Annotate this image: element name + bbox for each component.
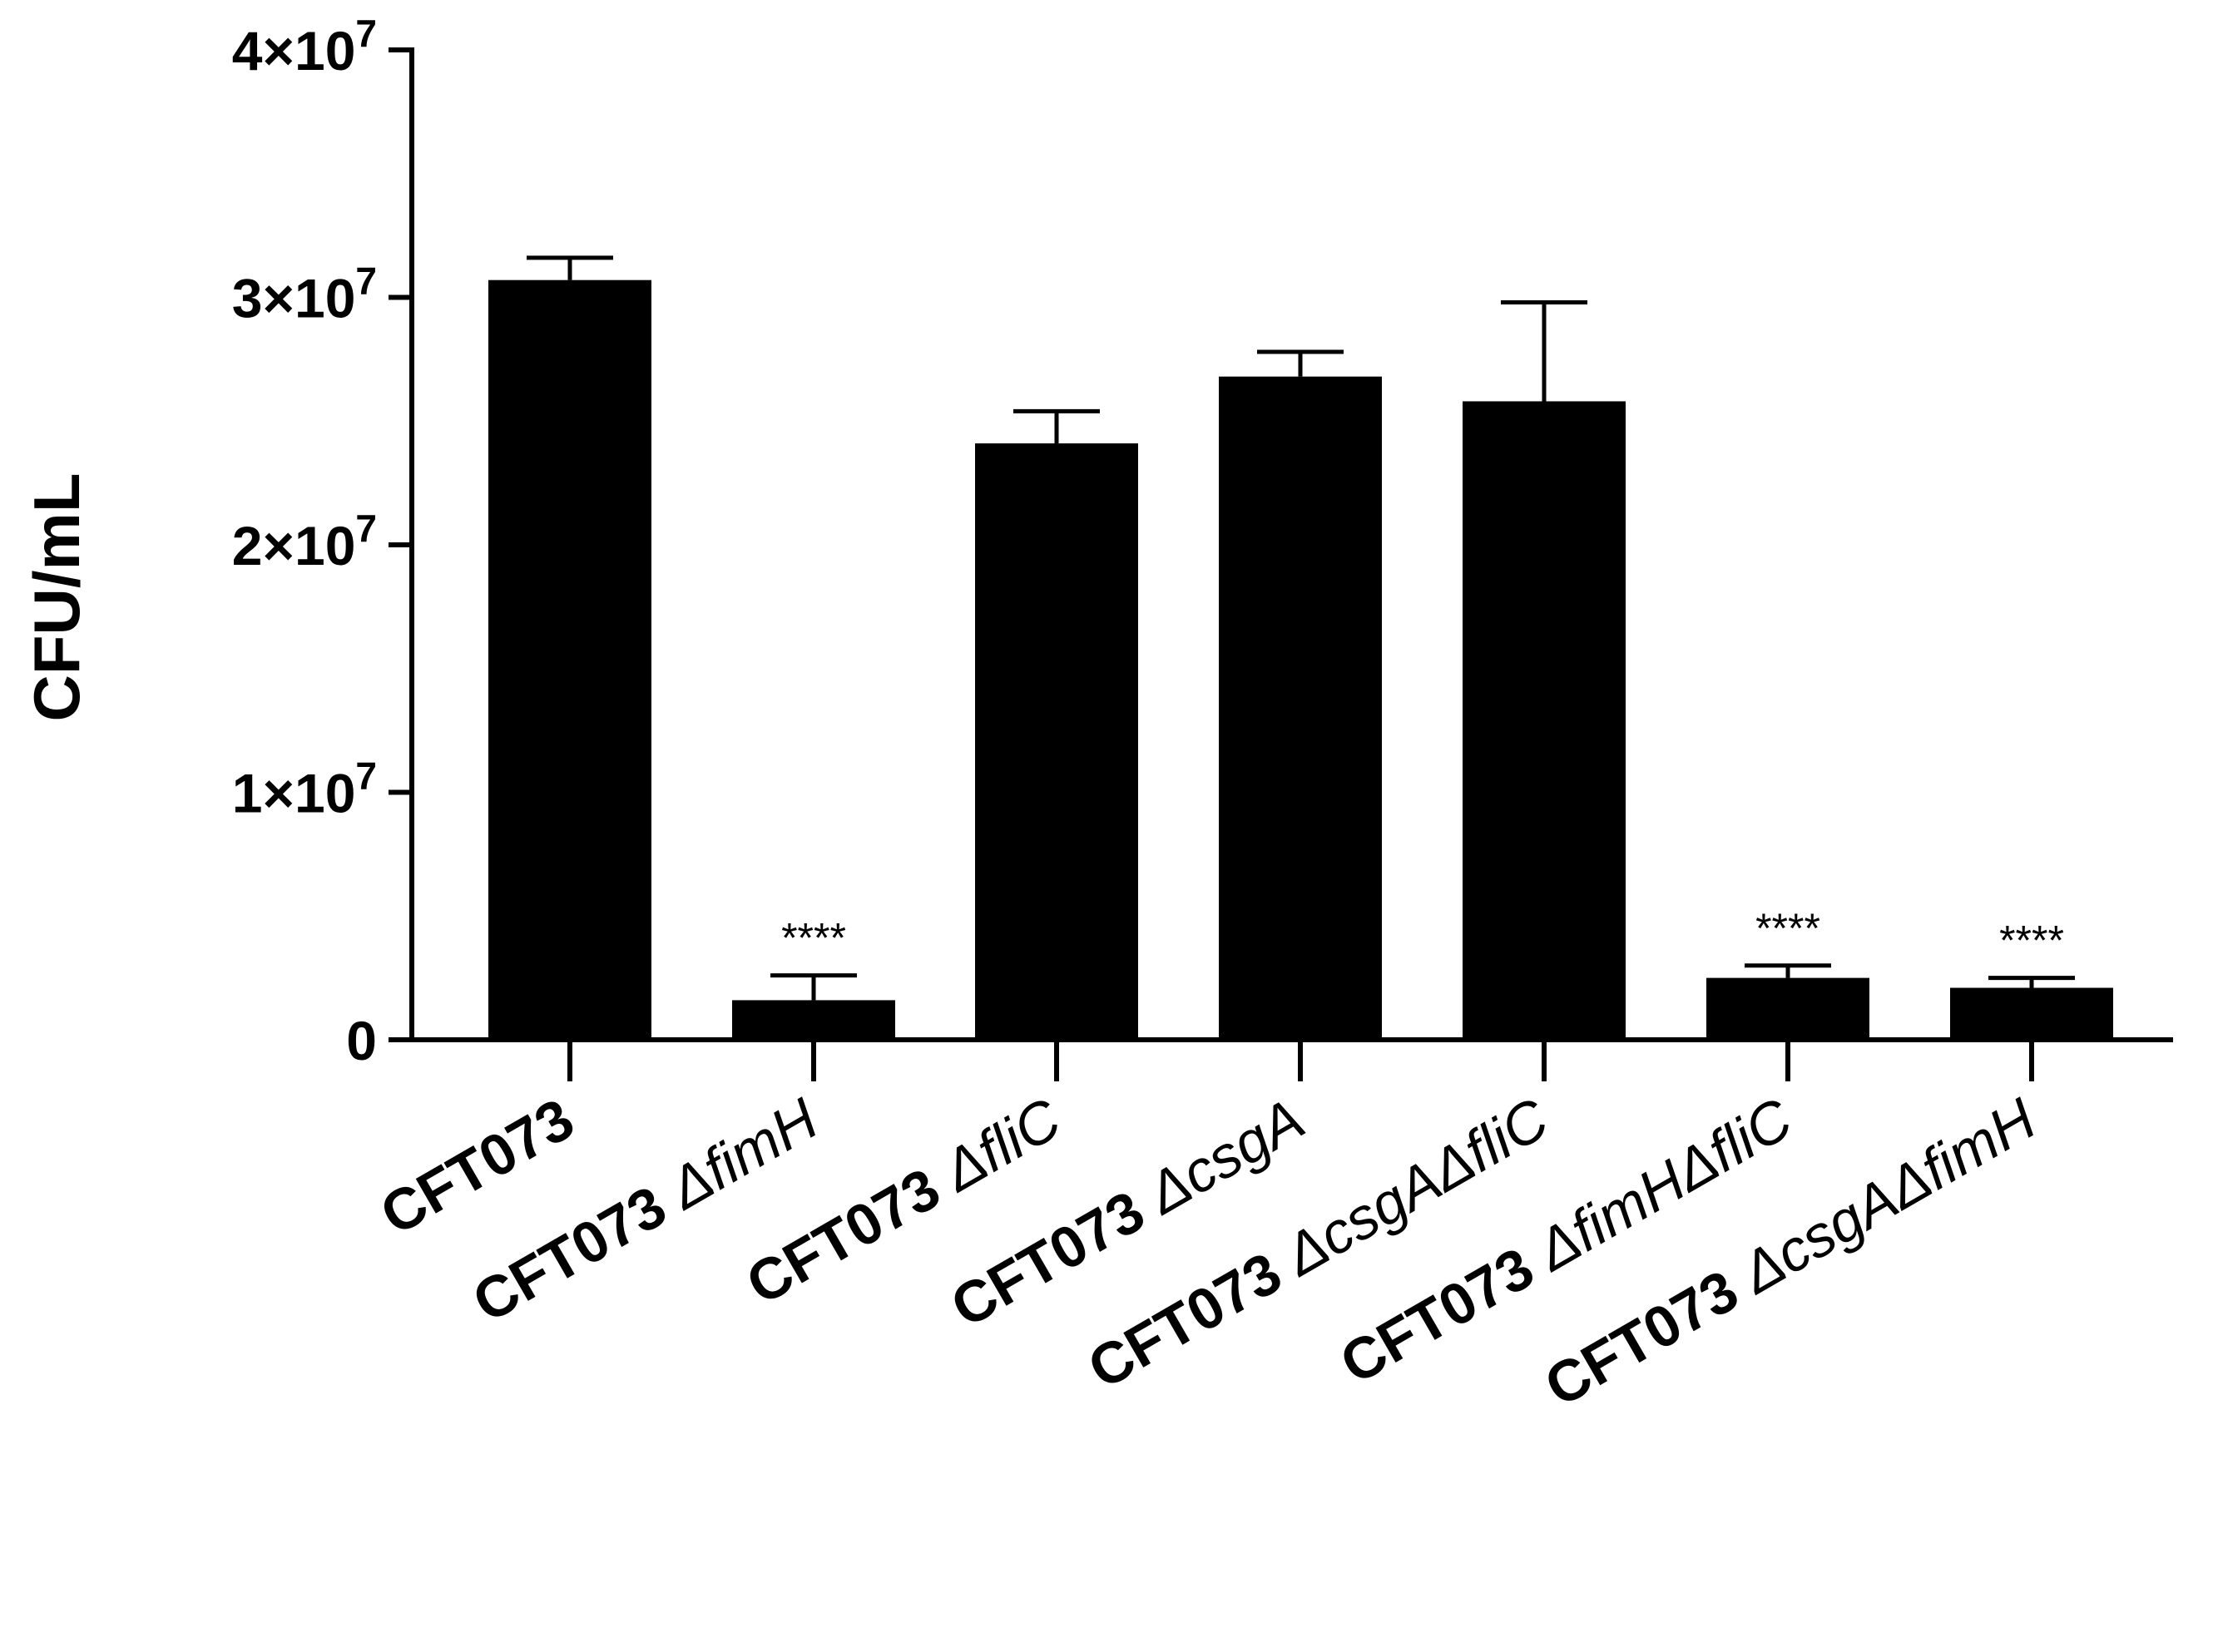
significance-label: **** [781, 915, 846, 962]
bar [1219, 376, 1382, 1040]
significance-label: **** [1755, 905, 1820, 952]
y-tick-label: 2×107 [232, 507, 377, 576]
bar [1463, 401, 1626, 1040]
bar [488, 279, 651, 1040]
bar [975, 443, 1138, 1040]
y-tick-label: 4×107 [232, 12, 377, 82]
bar [1950, 987, 2113, 1040]
bar [732, 1000, 895, 1040]
y-tick-label: 0 [346, 1010, 377, 1071]
y-axis-title: CFU/mL [20, 473, 93, 722]
x-tick-label: CFT073 ΔcsgAΔfliC [1077, 1086, 1559, 1401]
x-tick-label: CFT073 [370, 1086, 585, 1247]
bar [1706, 977, 1869, 1040]
significance-label: **** [1999, 918, 2064, 964]
y-tick-label: 1×107 [232, 754, 377, 824]
y-tick-label: 3×107 [232, 260, 377, 329]
